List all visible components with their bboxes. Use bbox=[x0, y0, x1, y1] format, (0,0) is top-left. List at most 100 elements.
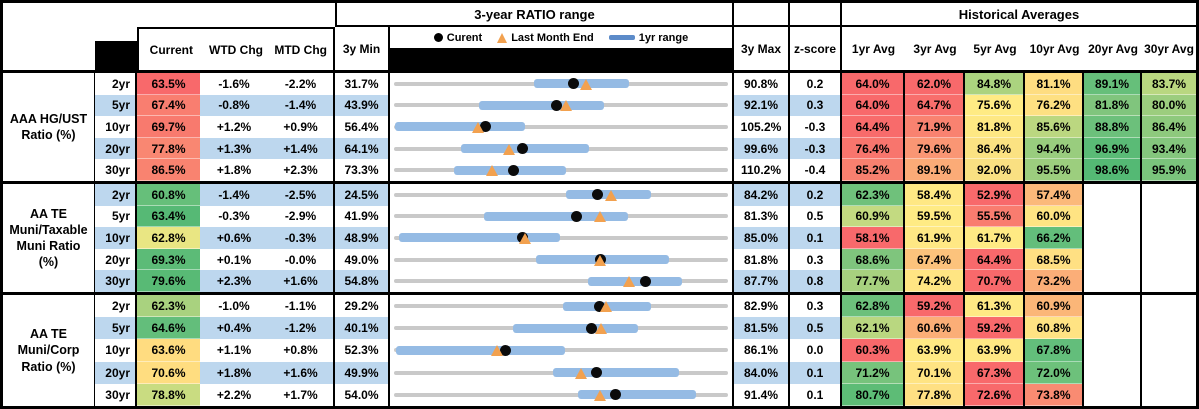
avg-cell bbox=[1084, 270, 1142, 292]
current-dot-marker bbox=[500, 344, 512, 356]
col-header-20yr-avg: 20yr Avg bbox=[1088, 41, 1138, 56]
max-3y-cell: 86.1% bbox=[734, 339, 790, 362]
avg-cell: 88.8% bbox=[1084, 116, 1142, 138]
z-score-cell: 0.2 bbox=[790, 73, 842, 95]
current-dot-marker bbox=[551, 99, 563, 111]
range-track bbox=[394, 392, 728, 397]
avg-cell: 81.8% bbox=[1084, 94, 1142, 117]
avg-cell bbox=[1142, 206, 1196, 228]
avg-cell: 60.3% bbox=[842, 339, 905, 362]
current-dot-marker bbox=[640, 275, 652, 287]
change-columns-header: Current WTD Chg MTD Chg bbox=[137, 27, 335, 70]
avg-cell: 63.9% bbox=[965, 339, 1025, 362]
last-month-end-triangle-marker bbox=[503, 143, 516, 155]
avg-cell: 94.4% bbox=[1025, 137, 1084, 160]
min-3y-cell: 73.3% bbox=[335, 159, 390, 181]
avg-cell bbox=[1084, 317, 1142, 340]
avg-cell bbox=[1084, 205, 1142, 228]
last-month-end-triangle-marker bbox=[574, 367, 587, 379]
ratio-group-3: AA TE Muni/Corp Ratio (%) 2yr 62.3% -1.0% -1… bbox=[3, 295, 1196, 406]
mtd-chg-cell: +1.4% bbox=[268, 137, 335, 160]
current-dot-marker bbox=[517, 143, 529, 155]
legend-last-month-end: Last Month End bbox=[497, 32, 594, 44]
max-3y-cell: 90.8% bbox=[734, 73, 790, 95]
mtd-chg-cell: +2.3% bbox=[268, 159, 335, 181]
last-month-end-triangle-marker bbox=[472, 121, 485, 133]
current-cell: 77.8% bbox=[137, 137, 200, 160]
legend-current-label: Curent bbox=[446, 31, 483, 44]
mtd-chg-cell: -0.3% bbox=[268, 227, 335, 249]
last-month-end-triangle-marker bbox=[600, 301, 613, 313]
col-header-mtd-chg: MTD Chg bbox=[274, 42, 327, 57]
avg-cell bbox=[1142, 317, 1196, 339]
range-chart-cell bbox=[390, 248, 734, 271]
wtd-chg-cell: -0.8% bbox=[200, 94, 268, 117]
ratio-group-2: AA TE Muni/Taxable Muni Ratio (%) 2yr 60.8… bbox=[3, 184, 1196, 295]
avg-cell: 95.5% bbox=[1025, 159, 1084, 181]
title-band-cell-zscore bbox=[790, 3, 842, 27]
avg-cell bbox=[1084, 383, 1142, 406]
range-plot bbox=[394, 249, 728, 271]
tenor-cell: 10yr bbox=[95, 227, 137, 249]
tenor-cell: 5yr bbox=[95, 205, 137, 228]
last-month-end-triangle-marker bbox=[486, 165, 499, 177]
avg-cell: 71.2% bbox=[842, 361, 905, 384]
avg-cell: 60.8% bbox=[1025, 317, 1084, 340]
range-chart-cell bbox=[390, 116, 734, 138]
avg-cell bbox=[1142, 249, 1196, 271]
range-plot bbox=[394, 339, 728, 361]
z-score-cell: 0.1 bbox=[790, 361, 842, 384]
current-cell: 63.6% bbox=[137, 339, 200, 362]
avg-cell: 67.4% bbox=[905, 248, 965, 271]
legend-range-label: 1yr range bbox=[638, 31, 689, 44]
current-cell: 63.4% bbox=[137, 205, 200, 228]
current-dot-marker bbox=[591, 367, 603, 379]
max-3y-cell: 85.0% bbox=[734, 227, 790, 249]
range-chart-header: Curent Last Month End 1yr range bbox=[390, 27, 734, 70]
mtd-chg-cell: +1.7% bbox=[268, 383, 335, 406]
current-dot-marker bbox=[507, 164, 519, 176]
col-header-wtd-chg: WTD Chg bbox=[209, 42, 263, 57]
section-title-band: 3-year RATIO range Historical Averages bbox=[3, 3, 1196, 27]
avg-cell: 62.1% bbox=[842, 317, 905, 340]
avg-cell: 77.7% bbox=[842, 270, 905, 292]
mtd-chg-cell: +1.6% bbox=[268, 270, 335, 292]
one-yr-range-bar bbox=[577, 390, 696, 400]
last-month-end-triangle-marker bbox=[560, 100, 573, 112]
col-header-30yr-avg: 30yr Avg bbox=[1144, 41, 1194, 56]
avg-cell bbox=[1142, 227, 1196, 249]
max-3y-cell: 105.2% bbox=[734, 116, 790, 138]
avg-cell bbox=[1142, 384, 1196, 406]
wtd-chg-cell: +2.2% bbox=[216, 387, 252, 402]
last-month-end-triangle-marker bbox=[593, 389, 606, 401]
z-score-cell: -0.4 bbox=[790, 159, 842, 181]
max-3y-cell: 92.1% bbox=[734, 94, 790, 117]
z-score-cell: 0.3 bbox=[790, 248, 842, 271]
min-3y-cell: 40.1% bbox=[335, 317, 390, 340]
current-cell: 64.6% bbox=[137, 317, 200, 340]
tenor-cell: 30yr bbox=[95, 159, 137, 181]
z-score-cell: 0.5 bbox=[790, 317, 842, 340]
wtd-chg-cell: +1.8% bbox=[216, 163, 252, 178]
z-score-cell: -0.3 bbox=[790, 137, 842, 160]
min-3y-cell: 31.7% bbox=[335, 73, 390, 95]
min-3y-cell: 64.1% bbox=[335, 137, 390, 160]
last-month-end-triangle-marker bbox=[579, 78, 592, 90]
avg-cell: 70.1% bbox=[905, 361, 965, 384]
historical-averages-title: Historical Averages bbox=[842, 3, 1196, 27]
range-plot bbox=[394, 317, 728, 339]
wtd-chg-cell: +2.3% bbox=[200, 270, 268, 292]
avg-cell: 64.0% bbox=[842, 73, 905, 95]
max-3y-cell: 110.2% bbox=[734, 159, 790, 181]
wtd-chg-cell: +0.6% bbox=[200, 227, 268, 249]
col-header-3y-max: 3y Max bbox=[734, 27, 790, 70]
avg-cell: 85.6% bbox=[1025, 116, 1084, 138]
max-3y-cell: 91.4% bbox=[734, 383, 790, 406]
mtd-chg-cell: -2.9% bbox=[268, 205, 335, 228]
tenor-cell: 30yr bbox=[95, 270, 137, 292]
current-cell: 86.5% bbox=[137, 159, 200, 181]
avg-cell: 76.2% bbox=[1025, 94, 1084, 117]
current-cell: 69.3% bbox=[137, 248, 200, 271]
range-section-title: 3-year RATIO range bbox=[335, 3, 734, 27]
range-plot bbox=[394, 95, 728, 117]
